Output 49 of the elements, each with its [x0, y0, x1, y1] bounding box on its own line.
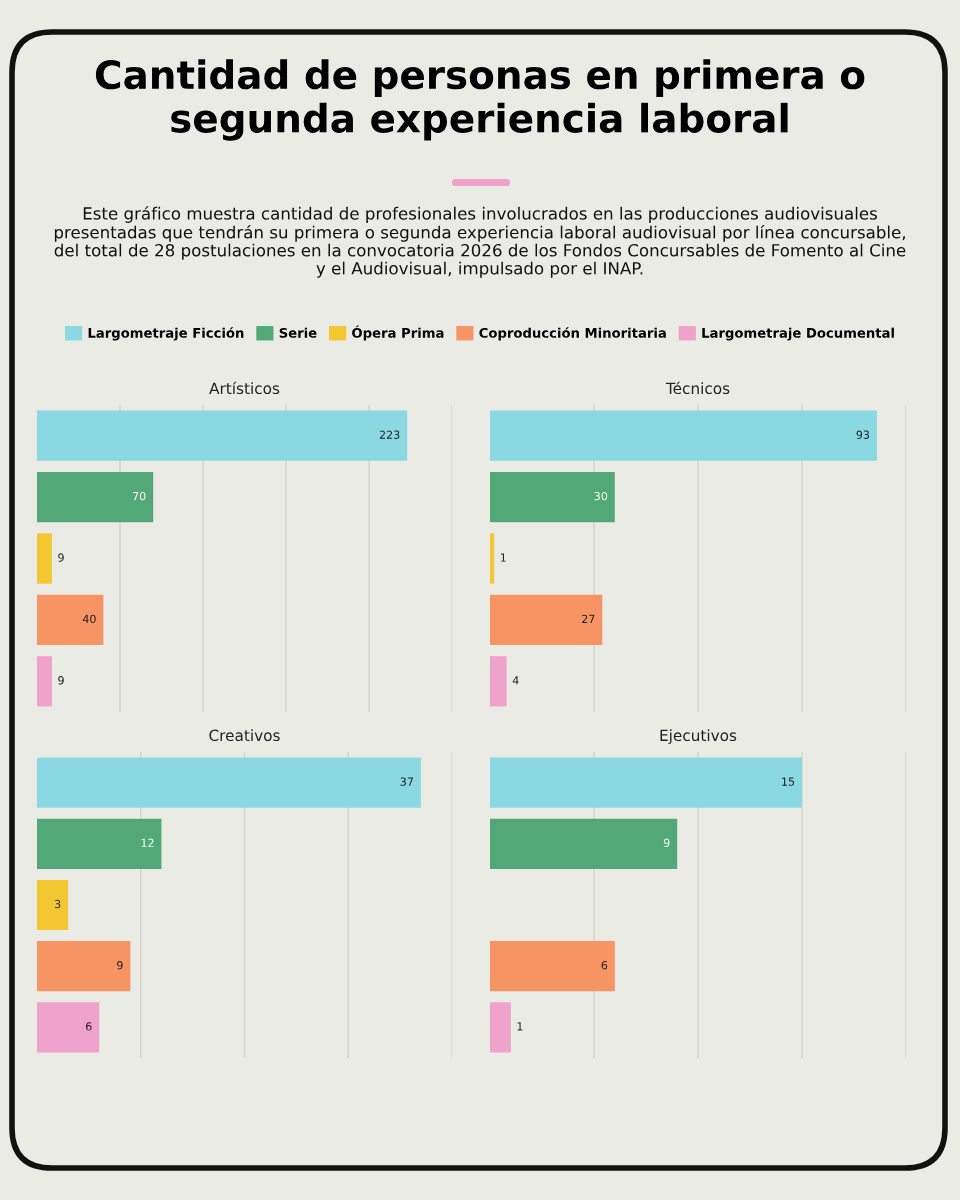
data-label: 9	[663, 838, 670, 848]
text: Cantidad de personas en primera o segunda experiencia laboral	[95, 59, 865, 141]
bar	[37, 656, 52, 707]
data-label: 37	[400, 777, 413, 786]
bar	[37, 941, 131, 992]
bar	[490, 818, 678, 869]
data-label: 1	[517, 1022, 523, 1031]
legend-label: Coproducción Minoritaria	[479, 327, 666, 341]
data-label: 27	[582, 614, 595, 623]
data-label: 223	[379, 430, 400, 439]
bar	[490, 594, 603, 646]
data-label: 9	[58, 553, 64, 562]
bar	[37, 471, 154, 523]
chart-title: Ejecutivos	[660, 729, 737, 745]
data-label: 15	[782, 777, 795, 786]
data-label: 6	[601, 961, 608, 970]
chart-title: Técnicos	[665, 381, 730, 395]
data-label: 9	[117, 961, 123, 970]
legend-label: Largometraje Ficción	[88, 327, 244, 341]
text: Este gráfico muestra cantidad de profesionales involucrados en las producciones audiovisuales presentadas que tendrán su primera o segunda experiencia laboral audiovisual por línea concursable, del total de 28 postulaciones en la convocatoria 2026 de los Fondos Concursables de Fomento al Cine y el Audiovisual, impulsado por el INAP.	[54, 206, 906, 278]
bar	[37, 757, 421, 808]
legend-label: Largometraje Documental	[702, 327, 894, 341]
data-label: 1	[500, 553, 506, 562]
legend-label: Serie	[279, 327, 317, 338]
legend-label: Ópera Prima	[352, 325, 444, 341]
bar	[490, 1002, 511, 1053]
chart-title: Artísticos	[209, 381, 280, 395]
data-label: 9	[58, 676, 64, 685]
bar	[37, 879, 69, 931]
bar	[490, 410, 877, 461]
bar	[490, 757, 802, 808]
bar	[37, 533, 52, 584]
bar	[37, 1002, 100, 1053]
bar	[37, 818, 162, 869]
data-label: 93	[856, 430, 870, 439]
bar	[490, 656, 507, 707]
bar	[490, 471, 615, 523]
data-label: 70	[133, 491, 146, 501]
data-label: 40	[82, 614, 96, 624]
bar	[37, 410, 408, 461]
data-label: 12	[141, 838, 154, 847]
chart-title: Creativos	[209, 729, 280, 742]
data-label: 30	[594, 491, 608, 501]
data-label: 3	[54, 899, 61, 909]
data-label: 4	[512, 676, 519, 685]
data-label: 6	[86, 1022, 92, 1031]
bar	[490, 533, 495, 584]
bar	[37, 594, 104, 646]
bar	[490, 941, 615, 992]
